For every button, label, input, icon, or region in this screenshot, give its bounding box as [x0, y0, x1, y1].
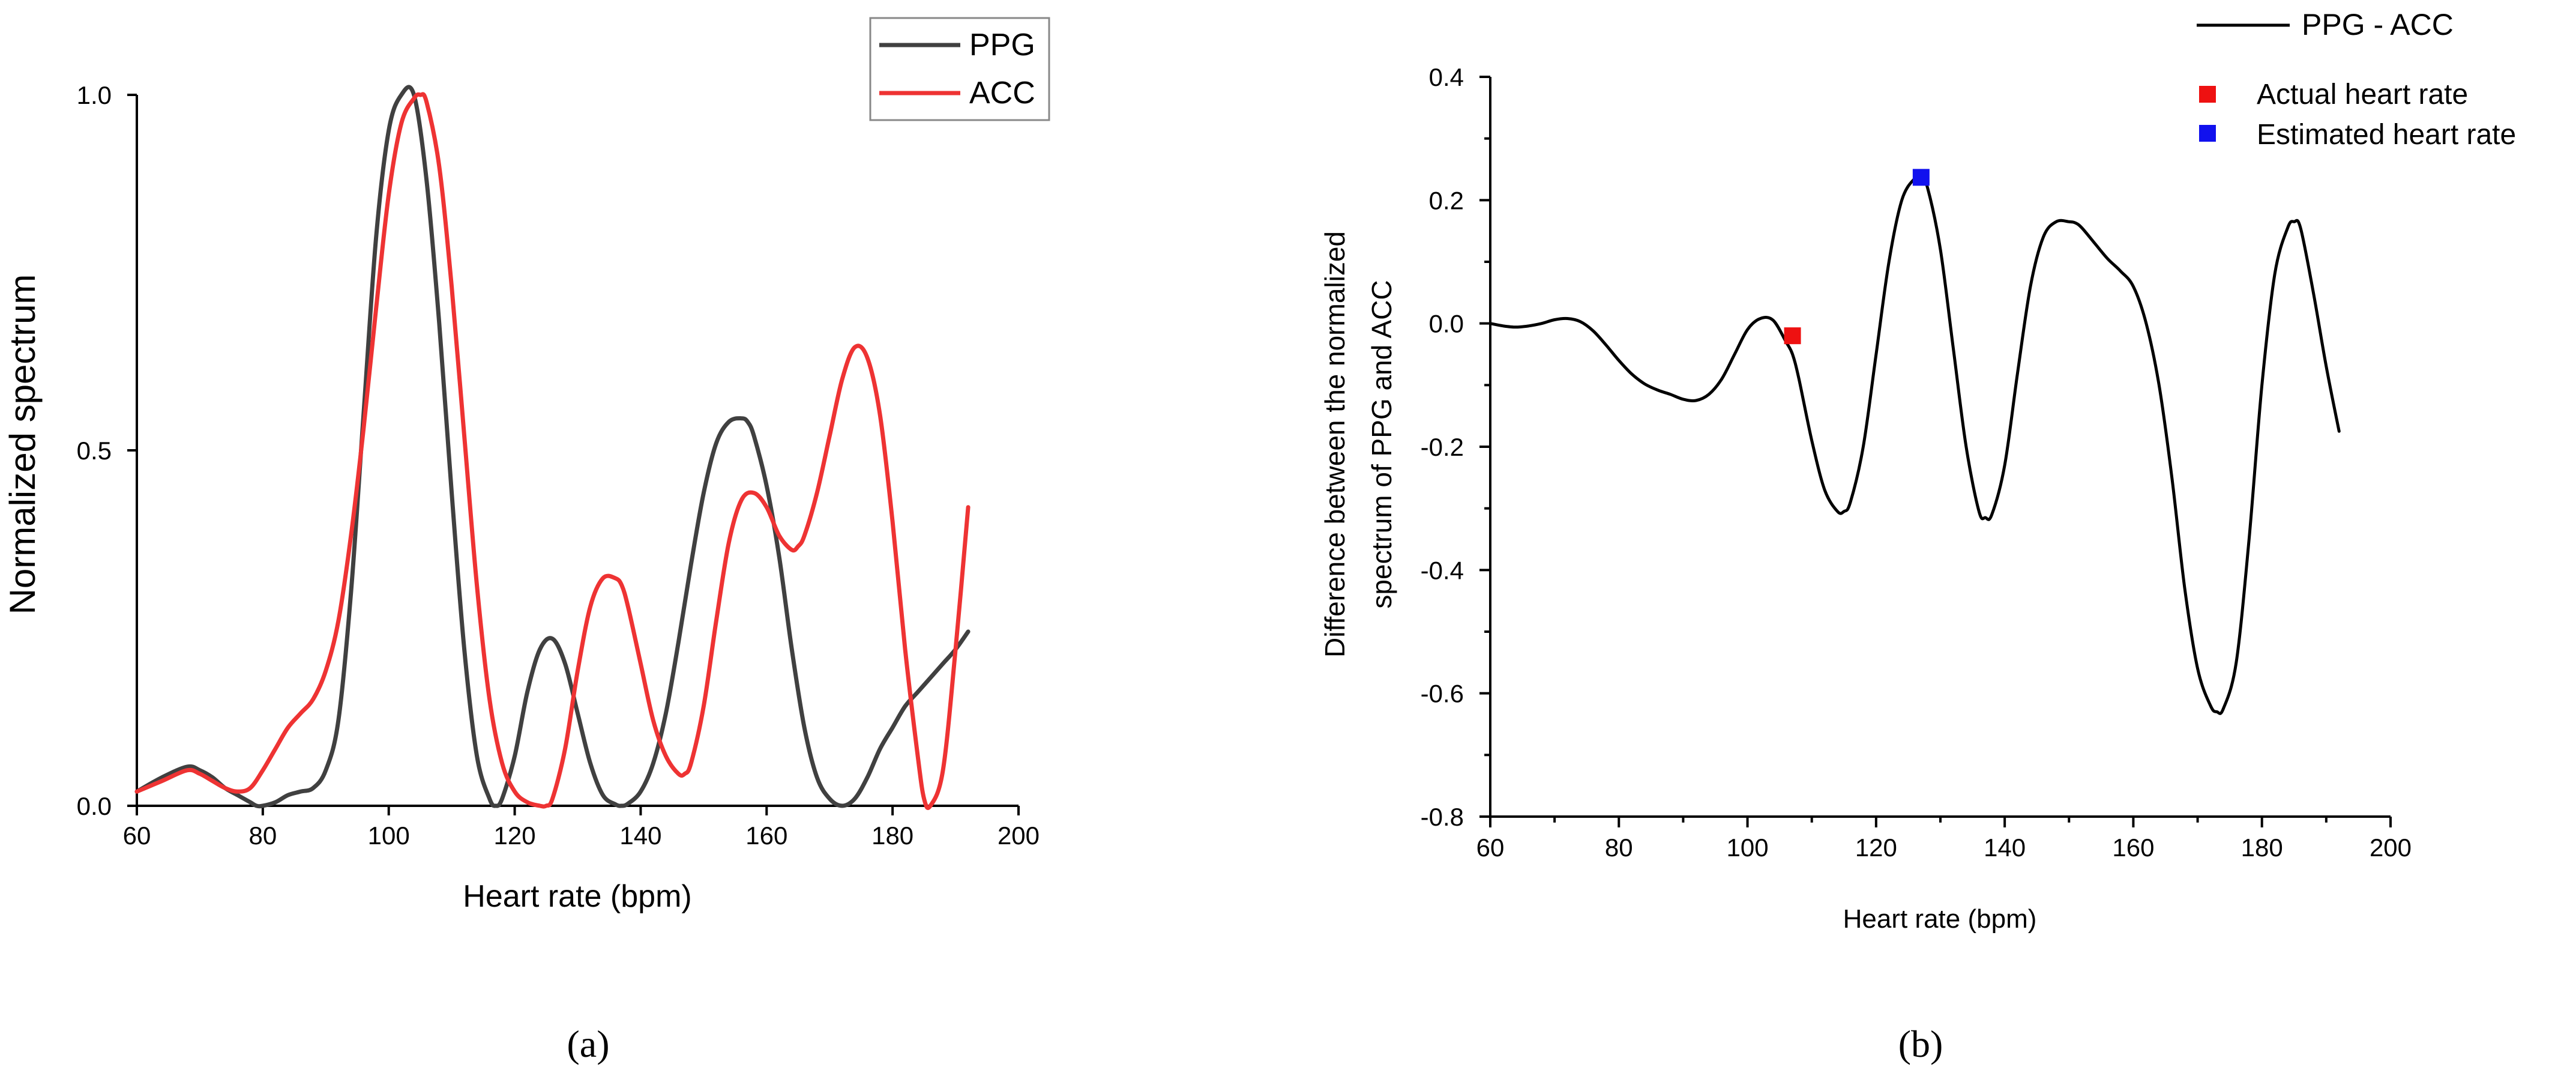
x-tick-label: 160	[745, 821, 787, 850]
chart-b-legend-label-actual: Actual heart rate	[2257, 79, 2468, 110]
chart-b-legend-label-estimated: Estimated heart rate	[2257, 119, 2516, 151]
y-tick-label: 0.2	[1429, 186, 1464, 214]
x-tick-label: 160	[2112, 833, 2154, 862]
x-tick-label: 80	[1605, 833, 1633, 862]
chart-b-legend-marker-actual	[2199, 86, 2216, 103]
chart-b-series	[1488, 175, 2341, 715]
y-tick-label: -0.8	[1421, 803, 1464, 831]
series-line-ppg-acc	[1488, 175, 2341, 715]
x-tick-label: 80	[248, 821, 277, 850]
chart-panel-a: 60 80 100 120 140 160 180 200 0.0 0.5 1.0 Heart ra…	[2, 17, 1050, 1065]
x-tick-label: 180	[2241, 833, 2283, 862]
x-tick-label: 140	[1984, 833, 2026, 862]
marker-estimated-heart-rate	[1912, 169, 1930, 186]
x-tick-label: 60	[1476, 833, 1505, 862]
y-tick-label: -0.4	[1421, 556, 1464, 584]
marker-actual-heart-rate	[1784, 327, 1801, 345]
series-line-acc	[134, 92, 971, 810]
chart-a-legend: PPG ACC	[869, 17, 1050, 121]
y-tick-label: 0.4	[1429, 63, 1464, 91]
chart-b-y-axis-label-line2: spectrum of PPG and ACC	[1366, 280, 1397, 608]
x-tick-label: 140	[619, 821, 661, 850]
x-tick-label: 120	[494, 821, 536, 850]
x-tick-label: 60	[123, 821, 151, 850]
y-tick-label: 0.5	[77, 437, 112, 465]
y-tick-label: 0.0	[1429, 310, 1464, 338]
chart-b-axes: 60 80 100 120 140 160 180 200 -0.8 -0.6 -0.4 -0.2 0.…	[1421, 63, 2412, 862]
chart-panel-b: 60 80 100 120 140 160 180 200 -0.8 -0.6 -0.4 -0.2 0.…	[1319, 8, 2516, 1065]
chart-b-caption: (b)	[1898, 1023, 1943, 1065]
chart-b-y-axis-label-line1: Difference between the normalized	[1319, 231, 1350, 657]
x-tick-label: 120	[1855, 833, 1897, 862]
series-line-ppg	[134, 85, 971, 809]
chart-b-legend-marker-estimated	[2199, 125, 2216, 142]
chart-b-legend-label-diff: PPG - ACC	[2302, 8, 2454, 41]
chart-a-axes: 60 80 100 120 140 160 180 200 0.0 0.5 1.0	[77, 81, 1040, 850]
x-tick-label: 100	[1727, 833, 1769, 862]
chart-a-series	[134, 85, 971, 810]
chart-a-caption: (a)	[567, 1023, 609, 1065]
x-tick-label: 100	[368, 821, 410, 850]
chart-b-x-axis-label: Heart rate (bpm)	[1843, 904, 2037, 934]
chart-b-legend: PPG - ACC Actual heart rate Estimated he…	[2197, 8, 2516, 151]
y-tick-label: -0.6	[1421, 680, 1464, 708]
y-tick-label: -0.2	[1421, 433, 1464, 461]
chart-a-legend-label-ppg: PPG	[969, 28, 1035, 62]
chart-a-x-axis-label: Heart rate (bpm)	[463, 879, 691, 914]
x-tick-label: 200	[998, 821, 1040, 850]
chart-a-legend-box	[869, 17, 1050, 121]
y-tick-label: 1.0	[77, 81, 112, 109]
chart-a-legend-label-acc: ACC	[969, 76, 1035, 110]
chart-a-y-axis-label: Normalized spectrum	[2, 274, 43, 615]
x-tick-label: 200	[2370, 833, 2412, 862]
x-tick-label: 180	[871, 821, 913, 850]
chart-b-markers	[1784, 169, 1930, 345]
y-tick-label: 0.0	[77, 792, 112, 820]
